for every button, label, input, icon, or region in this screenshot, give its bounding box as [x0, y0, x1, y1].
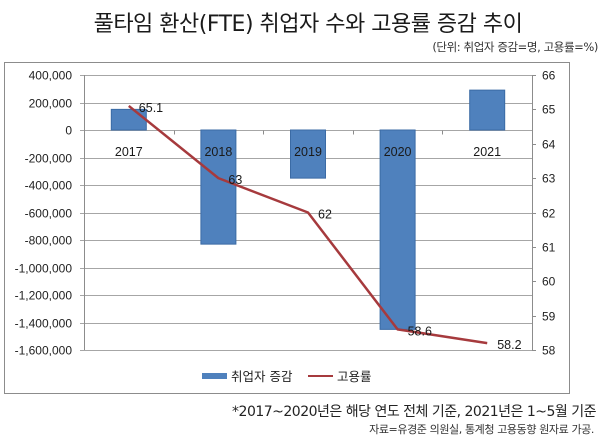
right-tick-label: 63 — [542, 172, 556, 186]
left-tick-label: -1,200,000 — [15, 289, 73, 303]
legend-line-label: 고용률 — [337, 369, 372, 384]
category-label: 2021 — [473, 145, 501, 159]
axes: 400,000 200,000 0 -200,000 -400,000 -600,000 -… — [15, 69, 556, 358]
left-tick-label: -1,000,000 — [15, 262, 73, 276]
left-tick-label: -600,000 — [25, 207, 73, 221]
data-label: 63 — [228, 173, 242, 187]
right-tick-label: 62 — [542, 207, 556, 221]
right-tick-label: 65 — [542, 103, 556, 117]
left-tick-label: -1,600,000 — [15, 344, 73, 358]
right-tick-label: 58 — [542, 344, 556, 358]
bar-2020 — [379, 129, 416, 330]
legend: 취업자 증감 고용률 — [202, 369, 372, 384]
line-series — [128, 104, 488, 345]
data-labels: 65.1 63 62 58.6 58.2 — [139, 101, 522, 352]
right-tick-label: 59 — [542, 310, 556, 324]
left-tick-label: 200,000 — [29, 97, 73, 111]
footnote: *2017~2020년은 해당 연도 전체 기준, 2021년은 1~5월 기준 — [232, 404, 596, 420]
left-tick-label: -800,000 — [25, 234, 73, 248]
unit-note: (단위: 취업자 증감=명, 고용률=%) — [432, 40, 598, 54]
bar-2019 — [290, 129, 326, 179]
right-tick-label: 66 — [542, 69, 556, 83]
data-label: 58.6 — [408, 324, 432, 338]
left-tick-label: 0 — [65, 124, 72, 138]
left-tick-label: 400,000 — [29, 69, 73, 83]
source-note: 자료=유경준 의원실, 통계청 고용동향 원자료 가공. — [369, 423, 594, 436]
data-label: 65.1 — [139, 101, 163, 115]
right-tick-label: 64 — [542, 138, 556, 152]
left-tick-label: -400,000 — [25, 179, 73, 193]
legend-bar-label: 취업자 증감 — [231, 369, 293, 384]
category-labels: 2017 2018 2019 2020 2021 — [115, 145, 501, 159]
data-label: 62 — [318, 208, 332, 222]
right-tick-label: 61 — [542, 241, 556, 255]
category-label: 2017 — [115, 145, 143, 159]
category-label: 2019 — [294, 145, 322, 159]
right-tick-label: 60 — [542, 275, 556, 289]
category-label: 2018 — [204, 145, 232, 159]
bar-2021 — [469, 89, 506, 131]
bar-series — [110, 89, 506, 330]
data-label: 58.2 — [497, 338, 521, 352]
left-tick-label: -200,000 — [25, 152, 73, 166]
category-label: 2020 — [384, 145, 412, 159]
chart-title: 풀타임 환산(FTE) 취업자 수와 고용률 증감 추이 — [93, 12, 523, 37]
bar-2018 — [200, 129, 237, 245]
left-tick-label: -1,400,000 — [15, 317, 73, 331]
legend-bar-swatch — [202, 373, 227, 379]
